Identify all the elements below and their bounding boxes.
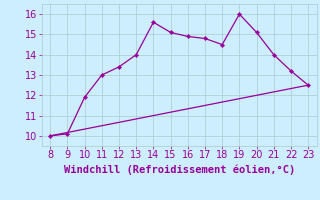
X-axis label: Windchill (Refroidissement éolien,°C): Windchill (Refroidissement éolien,°C) [64,164,295,175]
